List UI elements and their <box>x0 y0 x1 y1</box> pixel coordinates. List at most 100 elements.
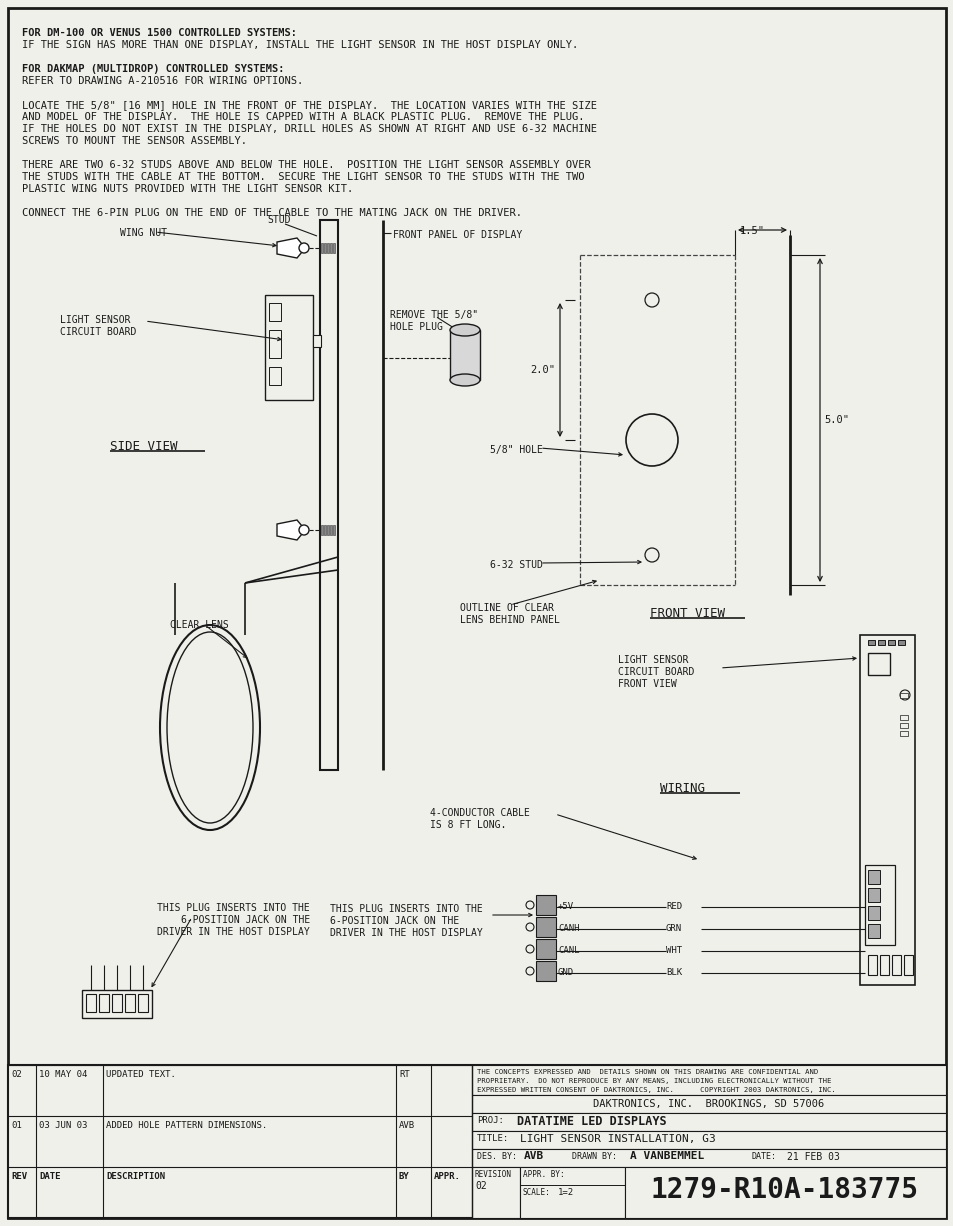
Text: DRIVER IN THE HOST DISPLAY: DRIVER IN THE HOST DISPLAY <box>157 927 310 937</box>
Text: 4-CONDUCTOR CABLE: 4-CONDUCTOR CABLE <box>430 808 529 818</box>
Text: REV: REV <box>11 1172 27 1181</box>
Text: REMOVE THE 5/8": REMOVE THE 5/8" <box>390 310 477 320</box>
Text: THIS PLUG INSERTS INTO THE: THIS PLUG INSERTS INTO THE <box>157 904 310 913</box>
Text: FRONT VIEW: FRONT VIEW <box>618 679 676 689</box>
Circle shape <box>525 967 534 975</box>
Bar <box>330 243 332 253</box>
Bar <box>536 961 556 981</box>
Bar <box>899 723 907 728</box>
Bar <box>877 640 884 645</box>
Text: AND MODEL OF THE DISPLAY.  THE HOLE IS CAPPED WITH A BLACK PLASTIC PLUG.  REMOVE: AND MODEL OF THE DISPLAY. THE HOLE IS CA… <box>22 112 584 123</box>
Text: IF THE HOLES DO NOT EXIST IN THE DISPLAY, DRILL HOLES AS SHOWN AT RIGHT AND USE : IF THE HOLES DO NOT EXIST IN THE DISPLAY… <box>22 124 597 134</box>
Bar <box>472 1149 945 1167</box>
Text: AVB: AVB <box>523 1151 543 1161</box>
Bar <box>82 991 152 1018</box>
Text: SCALE:: SCALE: <box>522 1188 550 1197</box>
Bar <box>99 994 109 1011</box>
Bar <box>536 917 556 937</box>
Bar <box>867 640 874 645</box>
Bar <box>472 1113 945 1132</box>
Text: GND: GND <box>558 969 574 977</box>
Text: BY: BY <box>398 1172 410 1181</box>
Text: THE CONCEPTS EXPRESSED AND  DETAILS SHOWN ON THIS DRAWING ARE CONFIDENTIAL AND: THE CONCEPTS EXPRESSED AND DETAILS SHOWN… <box>476 1069 818 1075</box>
Bar <box>867 906 879 920</box>
Bar <box>897 640 904 645</box>
Text: SIDE VIEW: SIDE VIEW <box>110 440 177 452</box>
Text: CLEAR LENS: CLEAR LENS <box>170 620 229 630</box>
Bar <box>269 330 281 358</box>
Text: WHT: WHT <box>665 946 681 955</box>
Text: OUTLINE OF CLEAR: OUTLINE OF CLEAR <box>459 603 554 613</box>
Bar <box>859 635 914 984</box>
Text: DATATIME LED DISPLAYS: DATATIME LED DISPLAYS <box>517 1114 666 1128</box>
Bar <box>313 335 320 347</box>
Text: CANH: CANH <box>558 924 578 933</box>
Bar <box>327 525 329 535</box>
Text: DES. BY:: DES. BY: <box>476 1152 517 1161</box>
Bar <box>899 693 907 698</box>
Text: A VANBEMMEL: A VANBEMMEL <box>629 1151 703 1161</box>
Bar <box>536 895 556 915</box>
Bar <box>867 653 889 676</box>
Text: 6-32 STUD: 6-32 STUD <box>490 560 542 570</box>
Bar <box>891 955 900 975</box>
Bar <box>333 243 335 253</box>
Text: 5/8" HOLE: 5/8" HOLE <box>490 445 542 455</box>
Text: FRONT PANEL OF DISPLAY: FRONT PANEL OF DISPLAY <box>393 230 521 240</box>
Circle shape <box>525 901 534 908</box>
Text: REFER TO DRAWING A-210516 FOR WIRING OPTIONS.: REFER TO DRAWING A-210516 FOR WIRING OPT… <box>22 76 303 86</box>
Ellipse shape <box>450 324 479 336</box>
Text: CONNECT THE 6-PIN PLUG ON THE END OF THE CABLE TO THE MATING JACK ON THE DRIVER.: CONNECT THE 6-PIN PLUG ON THE END OF THE… <box>22 208 521 218</box>
Text: AVB: AVB <box>398 1121 415 1130</box>
Text: LIGHT SENSOR: LIGHT SENSOR <box>60 315 131 325</box>
Bar <box>472 1167 519 1217</box>
Text: 01: 01 <box>11 1121 22 1130</box>
Text: HOLE PLUG: HOLE PLUG <box>390 322 442 332</box>
Text: IF THE SIGN HAS MORE THAN ONE DISPLAY, INSTALL THE LIGHT SENSOR IN THE HOST DISP: IF THE SIGN HAS MORE THAN ONE DISPLAY, I… <box>22 40 578 50</box>
Text: GRN: GRN <box>665 924 681 933</box>
Bar <box>624 1167 945 1217</box>
Bar <box>864 866 894 945</box>
Text: REVISION: REVISION <box>475 1170 512 1179</box>
Bar <box>333 525 335 535</box>
Text: PROJ:: PROJ: <box>476 1116 503 1125</box>
Bar <box>324 525 326 535</box>
Text: 1=2: 1=2 <box>558 1188 574 1197</box>
Bar <box>867 870 879 884</box>
Text: 21 FEB 03: 21 FEB 03 <box>786 1152 839 1162</box>
Bar <box>867 955 876 975</box>
Circle shape <box>525 945 534 953</box>
Text: TITLE:: TITLE: <box>476 1134 509 1143</box>
Bar <box>324 243 326 253</box>
Bar <box>138 994 148 1011</box>
Bar <box>269 303 281 321</box>
Text: IS 8 FT LONG.: IS 8 FT LONG. <box>430 820 506 830</box>
Text: 02: 02 <box>475 1181 486 1190</box>
Text: WING NUT: WING NUT <box>120 228 167 238</box>
Text: FRONT VIEW: FRONT VIEW <box>649 607 724 620</box>
Polygon shape <box>276 238 302 257</box>
Polygon shape <box>276 520 302 539</box>
Text: RED: RED <box>665 902 681 911</box>
Bar <box>8 1065 945 1217</box>
Circle shape <box>644 293 659 306</box>
Text: DRAWN BY:: DRAWN BY: <box>572 1152 617 1161</box>
Circle shape <box>298 243 309 253</box>
Text: PROPRIETARY.  DO NOT REPRODUCE BY ANY MEANS, INCLUDING ELECTRONICALLY WITHOUT TH: PROPRIETARY. DO NOT REPRODUCE BY ANY MEA… <box>476 1078 830 1084</box>
Text: DRIVER IN THE HOST DISPLAY: DRIVER IN THE HOST DISPLAY <box>330 928 482 938</box>
Text: LIGHT SENSOR INSTALLATION, G3: LIGHT SENSOR INSTALLATION, G3 <box>519 1134 715 1144</box>
Text: CANL: CANL <box>558 946 578 955</box>
Bar <box>867 888 879 902</box>
Text: FOR DM-100 OR VENUS 1500 CONTROLLED SYSTEMS:: FOR DM-100 OR VENUS 1500 CONTROLLED SYST… <box>22 28 296 38</box>
Bar <box>519 1167 624 1217</box>
Circle shape <box>525 923 534 931</box>
Bar <box>86 994 96 1011</box>
Text: EXPRESSED WRITTEN CONSENT OF DAKTRONICS, INC.      COPYRIGHT 2003 DAKTRONICS, IN: EXPRESSED WRITTEN CONSENT OF DAKTRONICS,… <box>476 1087 835 1094</box>
Text: BLK: BLK <box>665 969 681 977</box>
Text: 2.0": 2.0" <box>530 365 555 375</box>
Text: UPDATED TEXT.: UPDATED TEXT. <box>106 1070 175 1079</box>
Bar <box>112 994 122 1011</box>
Text: 6-POSITION JACK ON THE: 6-POSITION JACK ON THE <box>330 916 458 926</box>
Text: LENS BEHIND PANEL: LENS BEHIND PANEL <box>459 615 559 625</box>
Text: 1.5": 1.5" <box>740 226 764 235</box>
